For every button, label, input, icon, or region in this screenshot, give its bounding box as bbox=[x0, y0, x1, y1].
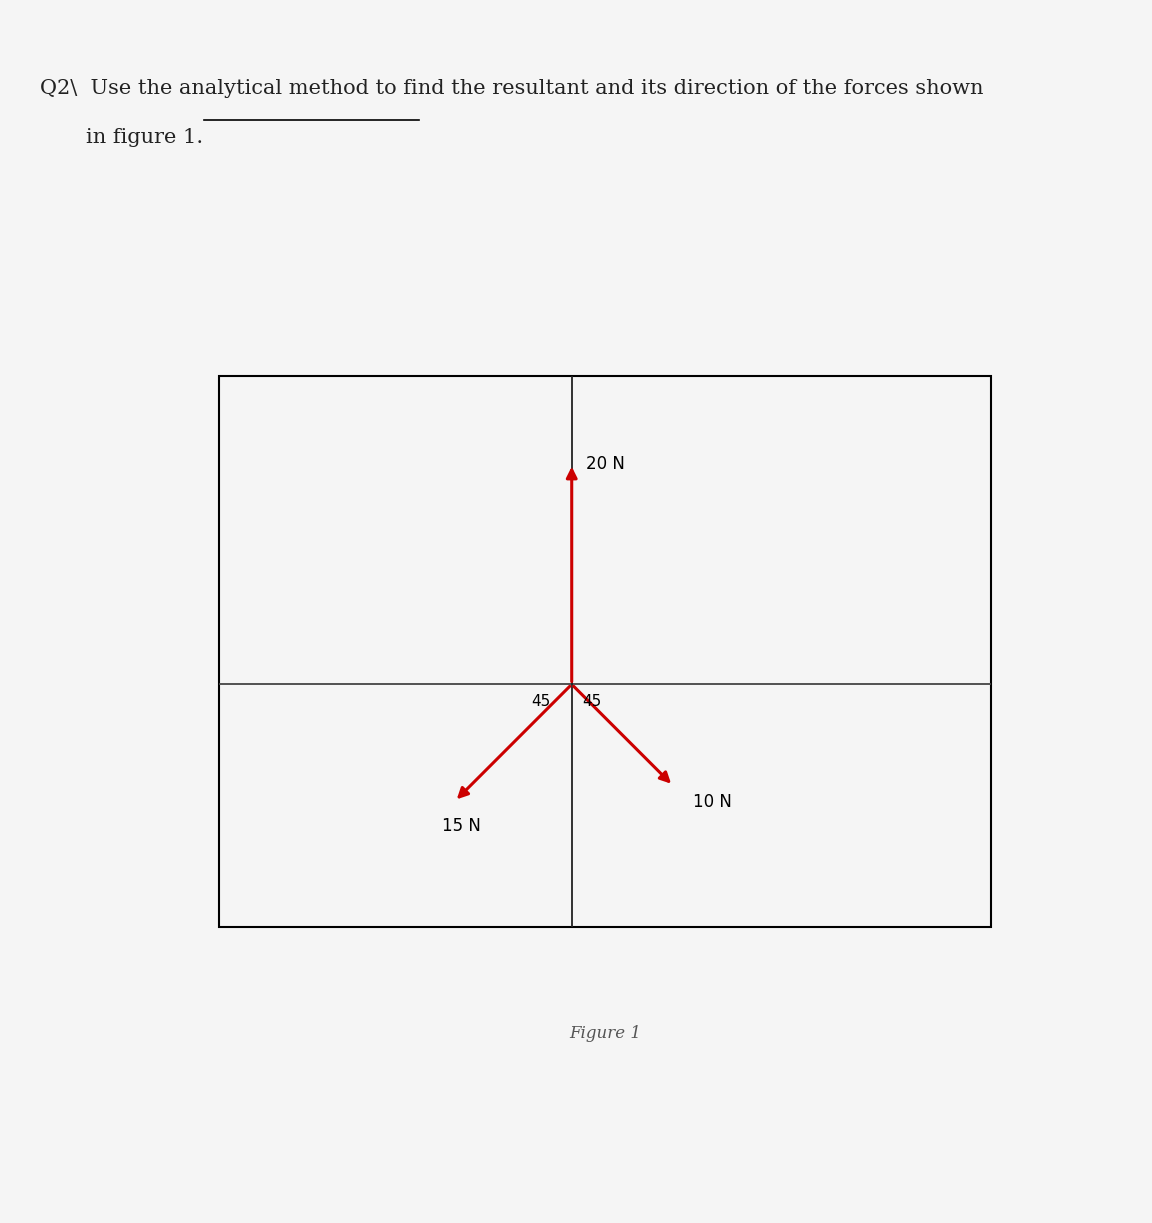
Text: Figure 1: Figure 1 bbox=[569, 1025, 641, 1042]
Text: 10 N: 10 N bbox=[692, 794, 732, 811]
Text: 45: 45 bbox=[582, 695, 601, 709]
Text: Q2\  Use the analytical method to find the resultant and its direction of the fo: Q2\ Use the analytical method to find th… bbox=[40, 79, 984, 99]
Text: 45: 45 bbox=[531, 695, 551, 709]
Text: in figure 1.: in figure 1. bbox=[86, 128, 204, 148]
Text: 20 N: 20 N bbox=[586, 455, 624, 473]
Text: 15 N: 15 N bbox=[441, 817, 480, 834]
